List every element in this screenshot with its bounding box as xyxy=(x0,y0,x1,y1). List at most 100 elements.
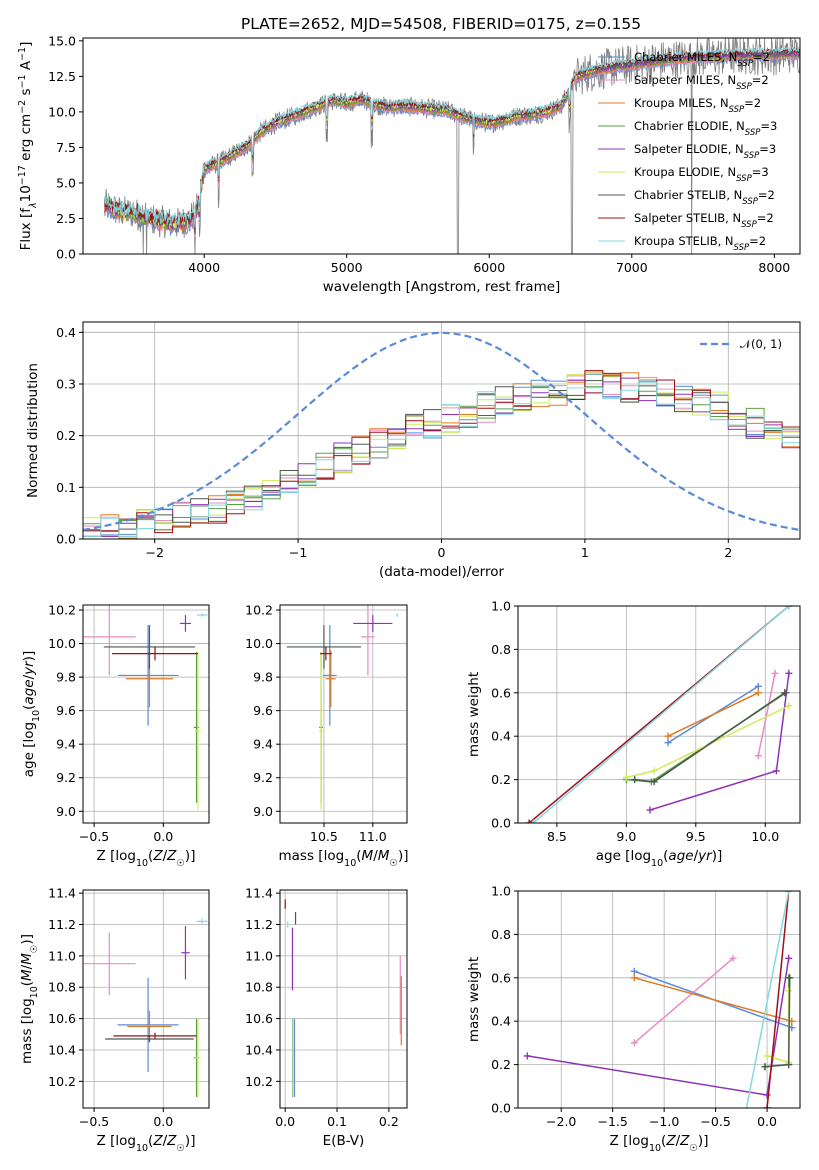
legend-label: Salpeter ELODIE, NSSP=3 xyxy=(634,142,776,161)
mass-weight-point xyxy=(761,1063,769,1071)
x-axis-label: Z [log10(Z/Z☉)] xyxy=(97,1133,196,1154)
y-tick-label: 0.6 xyxy=(491,970,511,985)
y-tick-label: 9.0 xyxy=(253,804,273,819)
legend-label: Kroupa ELODIE, NSSP=3 xyxy=(634,165,769,184)
y-tick-label: 0.0 xyxy=(491,816,511,831)
mass-weight-point xyxy=(523,1052,531,1060)
mass-weight-point xyxy=(664,732,672,740)
x-tick-label: 9.0 xyxy=(616,829,636,844)
mass-weight-point xyxy=(754,682,762,690)
legend-nssp: =2 xyxy=(749,234,766,248)
mass-weight-point xyxy=(630,1039,638,1047)
legend-imf: Kroupa ELODIE, N xyxy=(634,165,736,179)
y-tick-label: 0.3 xyxy=(56,377,76,392)
y-tick-label: 0.8 xyxy=(491,927,511,942)
y-tick-label: 0.6 xyxy=(491,685,511,700)
legend-sub: SSP xyxy=(729,105,745,115)
mass-weight-point xyxy=(763,1091,771,1099)
mass-weight-line xyxy=(745,891,790,1108)
x-tick-label: 2 xyxy=(724,545,732,560)
chart-spectrum: 4000 5000 6000 7000 8000 0.0 2.5 5.0 7.5 10.0 12.5… xyxy=(17,33,801,295)
y-axis-label: mass weight xyxy=(466,672,482,757)
axes-frame xyxy=(279,889,408,1109)
label-part: 10 xyxy=(31,710,42,722)
mass-weight-point xyxy=(525,819,533,823)
legend-imf: Kroupa STELIB, N xyxy=(634,234,734,248)
mass-weight-point xyxy=(763,1052,771,1060)
mass-weight-point xyxy=(741,1115,748,1122)
y-tick-label: 0.8 xyxy=(491,642,511,657)
legend-nssp: =2 xyxy=(758,188,775,202)
label-part: Z [ xyxy=(610,1133,629,1149)
y-tick-label: 10.4 xyxy=(48,1042,76,1057)
label-part: −1 xyxy=(17,74,28,88)
label-part: λ xyxy=(28,202,39,209)
label-part: Z xyxy=(665,1133,676,1149)
legend-label: Kroupa MILES, NSSP=2 xyxy=(634,96,761,115)
legend-label: Chabrier STELIB, NSSP=2 xyxy=(634,188,775,207)
label-part: 10 xyxy=(29,986,40,998)
x-tick-label: 6000 xyxy=(473,260,505,275)
x-tick-label: 0 xyxy=(438,545,446,560)
gridlines xyxy=(83,605,209,823)
x-tick-label: 0.0 xyxy=(757,1114,777,1129)
y-tick-label: 2.5 xyxy=(56,211,76,226)
x-tick-label: 8.5 xyxy=(547,829,567,844)
legend-imf: Salpeter STELIB, N xyxy=(634,211,741,225)
mass-weight-point xyxy=(785,987,793,995)
label-part: ] xyxy=(18,42,34,47)
axes-frame xyxy=(82,604,210,824)
label-part: s xyxy=(18,88,34,99)
x-tick-label: 0.2 xyxy=(379,1114,399,1129)
x-tick-label: 11.0 xyxy=(359,829,387,844)
label-part: ) xyxy=(19,939,35,944)
mass-weight-point xyxy=(785,702,793,710)
label-part: ] xyxy=(190,848,195,864)
label-part: ] xyxy=(703,1133,708,1149)
x-tick-label: 10.0 xyxy=(751,829,779,844)
legend-nssp: =2 xyxy=(744,96,761,110)
label-part: log xyxy=(324,848,345,864)
x-tick-label: 0.0 xyxy=(153,1114,173,1129)
gridlines xyxy=(518,890,800,1109)
y-tick-label: 11.4 xyxy=(48,886,76,901)
mass-weight-point xyxy=(786,974,794,982)
mass-weight-line xyxy=(757,673,776,756)
y-tick-label: 10.2 xyxy=(245,603,273,618)
x-tick-label: −1.5 xyxy=(598,1114,628,1129)
x-tick-label: −2 xyxy=(145,545,163,560)
label-part: ☉ xyxy=(389,858,398,869)
y-tick-label: 11.0 xyxy=(245,948,273,963)
label-part: age [ xyxy=(21,743,37,778)
legend-imf: Chabrier STELIB, N xyxy=(634,188,742,202)
x-axis-label: E(B-V) xyxy=(323,1133,365,1149)
chart-mass-vs-EBV: 0.0 0.1 0.2 10.2 10.4 10.6 10.8 11.0 11.2 11.4 E(B… xyxy=(245,886,408,1149)
x-tick-label: 1 xyxy=(581,545,589,560)
label-part: Z xyxy=(166,1133,177,1149)
x-axis-label: wavelength [Angstrom, rest frame] xyxy=(323,279,561,295)
label-part: Z xyxy=(152,848,163,864)
label-part: log xyxy=(21,722,37,743)
y-tick-label: 9.2 xyxy=(56,770,76,785)
legend-sub: SSP xyxy=(736,82,752,92)
y-tick-label: 0.1 xyxy=(56,480,76,495)
label-part: yr xyxy=(21,660,37,676)
mass-weight-point xyxy=(630,974,638,982)
x-tick-label: 0.0 xyxy=(153,829,173,844)
label-part: 10 xyxy=(136,858,148,869)
label-part: ) xyxy=(185,848,190,864)
x-tick-label: 8000 xyxy=(758,260,790,275)
mass-weight-point xyxy=(630,967,638,975)
label-part: M xyxy=(19,953,35,965)
y-tick-label: 10.0 xyxy=(245,636,273,651)
x-tick-label: −0.5 xyxy=(79,829,109,844)
legend-sub: SSP xyxy=(744,151,760,161)
label-part: age xyxy=(21,679,37,704)
y-tick-label: 15.0 xyxy=(48,33,76,48)
mass-weight-line xyxy=(667,692,759,737)
x-tick-label: −0.5 xyxy=(700,1114,730,1129)
label-part: ☉ xyxy=(176,1143,185,1154)
label-part: ] xyxy=(717,848,722,864)
y-tick-label: 11.4 xyxy=(245,886,273,901)
